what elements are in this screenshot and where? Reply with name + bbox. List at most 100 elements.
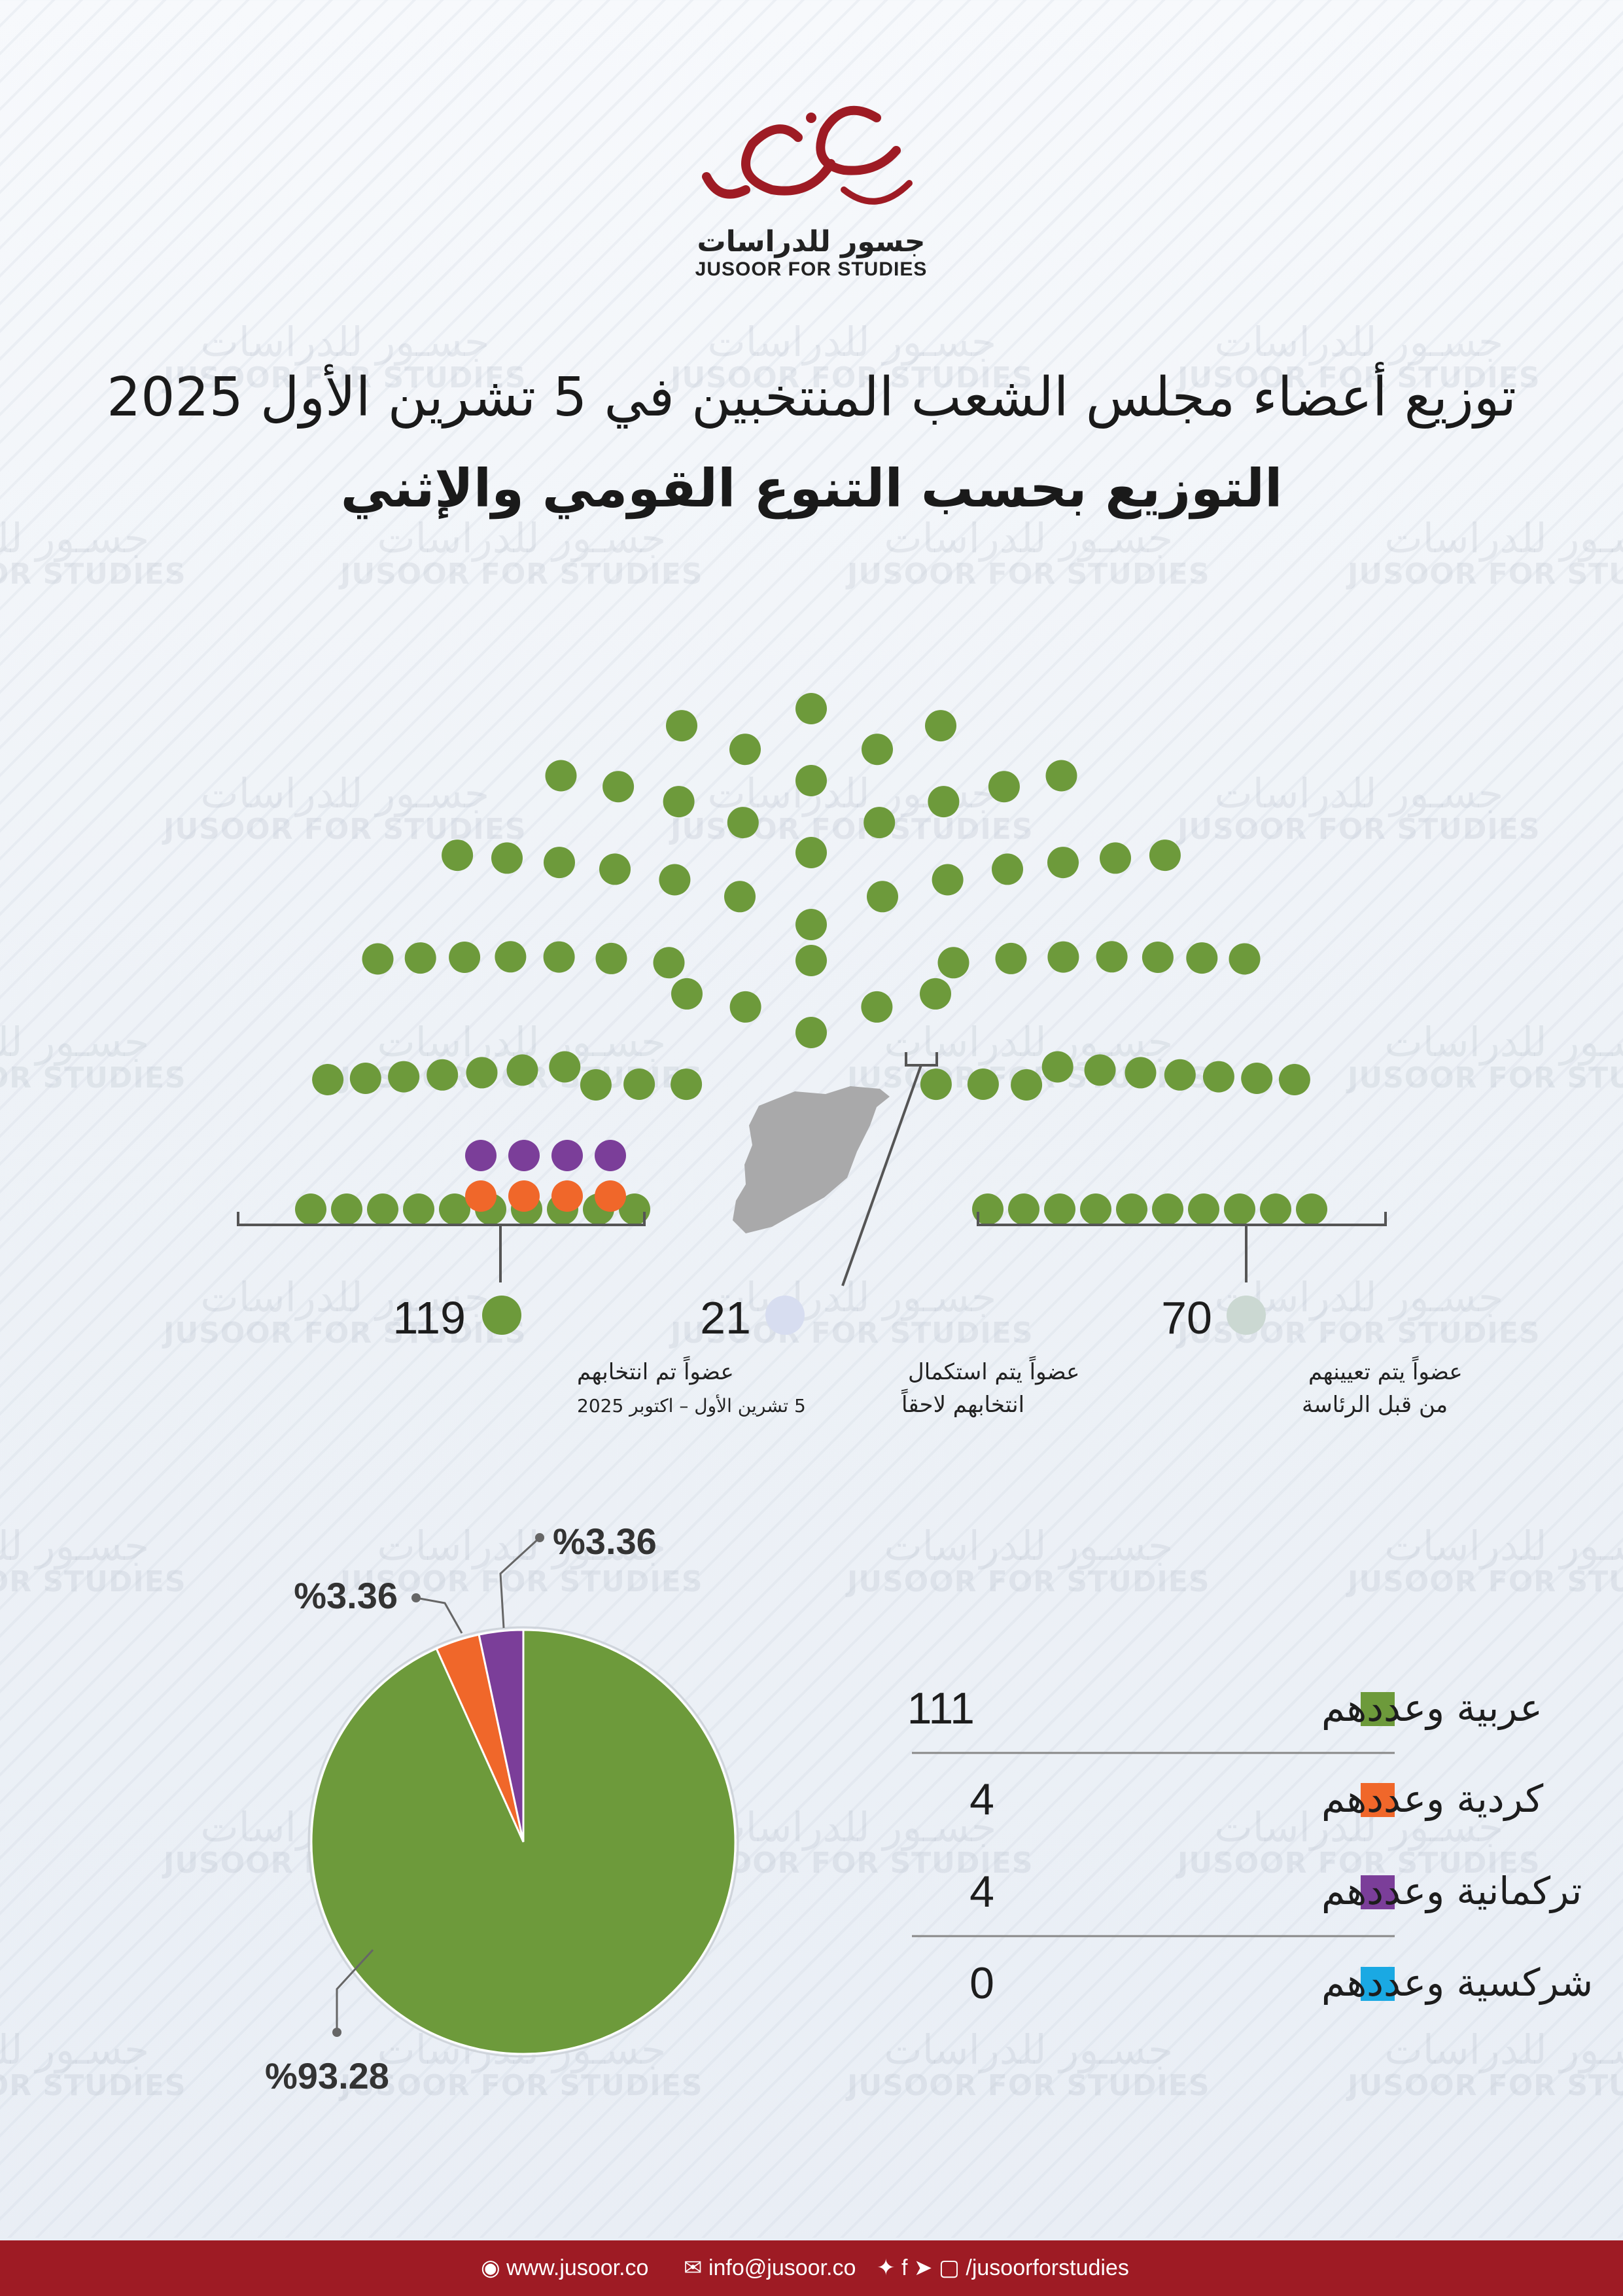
- group-appointed-count: 70: [1161, 1292, 1212, 1343]
- legend-swatch-arab: [1361, 1692, 1395, 1726]
- seat: [972, 1193, 1003, 1225]
- logo: جسور للدراسات JUSOOR FOR STUDIES: [680, 92, 942, 288]
- seat: [349, 1063, 381, 1094]
- seat: [653, 947, 685, 979]
- seat: [602, 771, 635, 803]
- twitter-icon[interactable]: ✦: [877, 2255, 896, 2280]
- seat-turkmen: [595, 1140, 626, 1171]
- seat: [595, 942, 627, 974]
- group-pending-label: عضواً يتم استكمال: [908, 1356, 1079, 1385]
- group-pending-label2: انتخابهم لاحقاً: [901, 1388, 1024, 1418]
- group-appointed: 70 عضواً يتم تعيينهم من قبل الرئاسة: [1161, 1292, 1463, 1418]
- legend-value-arab: 111: [907, 1684, 975, 1733]
- parliament-seats: [295, 693, 1327, 1225]
- seat: [404, 942, 436, 974]
- seat: [1142, 942, 1174, 973]
- seat: [795, 693, 827, 724]
- pct-arab: %93.28: [265, 2055, 389, 2096]
- seat: [599, 853, 631, 885]
- seat: [1047, 941, 1079, 973]
- group-elected: 119 عضواً تم انتخابهم 5 تشرين الأول – اك…: [393, 1292, 805, 1417]
- seat: [1202, 1061, 1234, 1093]
- social-links[interactable]: ✦ f ➤ ▢ /jusoorforstudies: [877, 2255, 1129, 2280]
- seat: [729, 733, 761, 766]
- seat: [1041, 1051, 1073, 1083]
- seat: [449, 942, 481, 973]
- seat-turkmen: [508, 1140, 540, 1171]
- logo-arabic: جسور للدراسات: [697, 225, 926, 258]
- pie-slice: [478, 1629, 525, 1843]
- seat: [362, 943, 394, 975]
- seat: [1047, 847, 1079, 879]
- group-appointed-label: عضواً يتم تعيينهم: [1308, 1356, 1463, 1385]
- seat: [1260, 1193, 1291, 1225]
- seat: [1296, 1193, 1327, 1225]
- seat: [331, 1193, 362, 1225]
- seat: [544, 847, 575, 879]
- seat: [1008, 1193, 1039, 1225]
- seat: [727, 807, 759, 839]
- seat: [1084, 1054, 1116, 1086]
- seat: [388, 1061, 420, 1093]
- seat: [988, 771, 1020, 803]
- seat: [659, 864, 691, 896]
- seat: [995, 942, 1027, 974]
- seat: [1045, 760, 1077, 792]
- seat: [666, 710, 697, 742]
- legend-label-arab: عربية وعددهم: [1321, 1686, 1543, 1731]
- legend-value-turkmen: 4: [969, 1867, 994, 1916]
- syria-map: [733, 1086, 890, 1233]
- seat: [1164, 1059, 1196, 1091]
- group-elected-count: 119: [393, 1292, 466, 1343]
- pie-ring: [307, 1626, 739, 2058]
- website-link[interactable]: ◉ www.jusoor.co: [481, 2255, 649, 2280]
- logo-english: JUSOOR FOR STUDIES: [695, 258, 928, 280]
- telegram-icon[interactable]: ➤: [913, 2255, 933, 2280]
- seat: [545, 760, 577, 792]
- seat: [1241, 1063, 1273, 1094]
- group-pending: 21 عضواً يتم استكمال انتخابهم لاحقاً: [700, 1292, 1079, 1418]
- seat: [1149, 839, 1181, 872]
- seat: [862, 733, 893, 766]
- legend-label-kurdish: كردية وعددهم: [1321, 1776, 1544, 1822]
- seat: [439, 1193, 470, 1225]
- pct-turkmen: %3.36: [294, 1575, 398, 1616]
- instagram-icon[interactable]: ▢: [938, 2255, 960, 2280]
- chart-canvas: 119 عضواً تم انتخابهم 5 تشرين الأول – اك…: [237, 693, 1593, 2096]
- seat: [1224, 1193, 1255, 1225]
- seat: [925, 710, 956, 742]
- group-pending-count: 21: [700, 1292, 751, 1343]
- seat: [992, 853, 1023, 885]
- seat: [367, 1193, 398, 1225]
- seat: [549, 1051, 581, 1083]
- pct-kurdish: %3.36: [553, 1521, 657, 1562]
- group-elected-label: عضواً تم انتخابهم: [577, 1356, 734, 1385]
- seat: [1116, 1193, 1147, 1225]
- footer: ◉ www.jusoor.co ✉ info@jusoor.co ✦ f ➤ ▢…: [0, 2240, 1623, 2296]
- email-link[interactable]: ✉ info@jusoor.co: [684, 2255, 856, 2280]
- pie-chart: [307, 1626, 739, 2058]
- seat: [580, 1069, 612, 1101]
- seat: [1188, 1193, 1219, 1225]
- seat: [795, 1017, 827, 1048]
- pie-callouts: %3.36 %3.36 %93.28: [265, 1521, 657, 2096]
- seat: [427, 1059, 459, 1091]
- seat-turkmen: [551, 1140, 583, 1171]
- seat: [920, 978, 951, 1010]
- facebook-icon[interactable]: f: [901, 2255, 908, 2280]
- seat: [1229, 943, 1261, 975]
- logo-calligraphy: [702, 105, 913, 205]
- seat: [1080, 1193, 1111, 1225]
- seat: [795, 837, 827, 868]
- seat: [724, 881, 756, 913]
